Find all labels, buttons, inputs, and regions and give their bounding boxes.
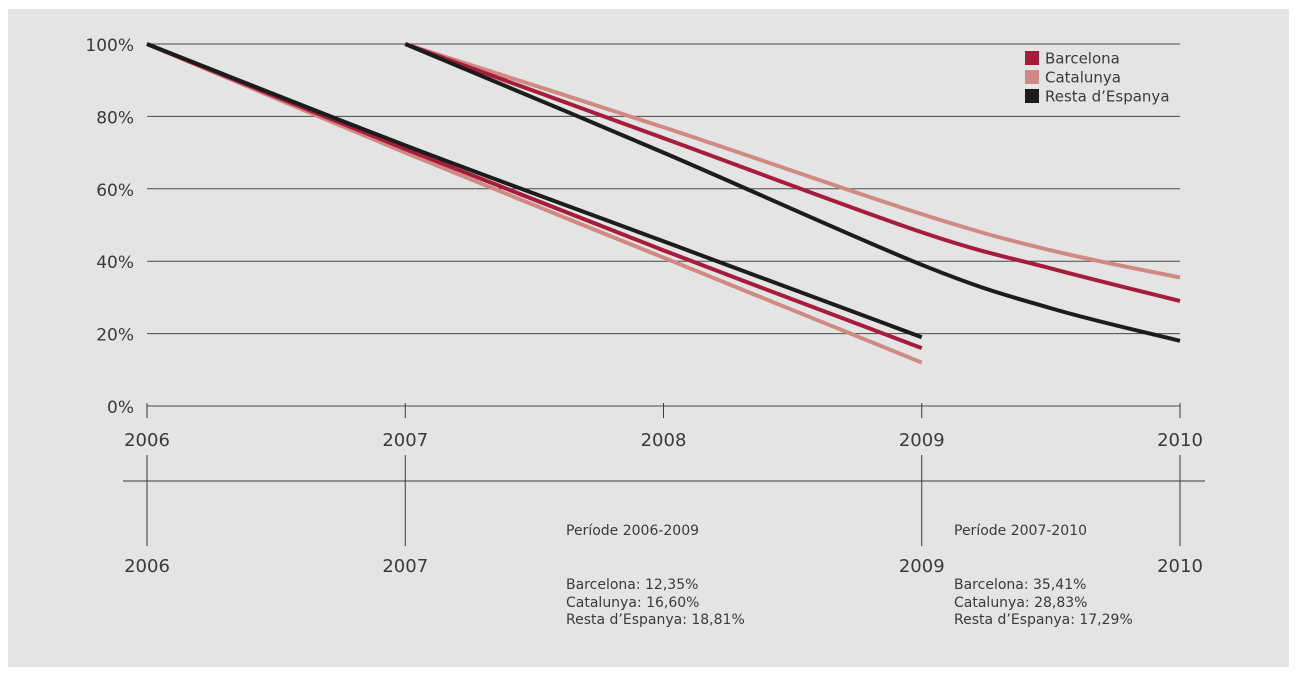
x-tick-label: 2008 [641,430,687,451]
line-chart: 0%20%40%60%80%100% 2006 2007 2008 2009 2010 … [85,36,1205,577]
y-tick-label: 80% [96,108,134,128]
x-tick-label: 2007 [382,430,428,451]
series-line-resta-d-espanya-2007-2010 [404,42,1181,343]
y-tick-label: 40% [96,253,134,273]
period-2006-2009-resta: Resta d’Espanya: 18,81% [566,612,745,628]
period-2006-2009-catalunya: Catalunya: 16,60% [566,594,700,611]
series-line-barcelona-2007-2010 [404,42,1181,303]
y-tick-label: 100% [85,36,134,56]
y-tick-label: 0% [107,398,134,418]
period-2007-2010-title: Període 2007-2010 [954,523,1088,539]
period-2006-2009-barcelona: Barcelona: 12,35% [566,577,699,593]
timeline-label: 2006 [124,556,170,577]
period-2006-2009-results: Barcelona: 12,35% Catalunya: 16,60% Rest… [566,577,745,630]
x-axis: 2006 2007 2008 2009 2010 [124,403,1203,451]
y-axis-ticks: 0% 20% 40% 60% 80% 100% [85,36,134,418]
period-2006-2009-title: Període 2006-2009 [566,523,700,539]
y-tick-label: 20% [96,326,134,346]
legend-swatch [1025,89,1039,103]
legend-label: Resta d’Espanya [1045,88,1170,106]
timeline-label: 2009 [899,556,945,577]
period-2007-2010-catalunya: Catalunya: 28,83% [954,594,1088,611]
x-tick-label: 2006 [124,430,170,451]
series-line-resta-d-espanya-2006-2009 [146,42,923,340]
series-lines [146,42,1181,365]
legend-label: Catalunya [1045,69,1121,87]
x-tick-label: 2009 [899,430,945,451]
legend-swatch [1025,70,1039,84]
period-2007-2010-resta: Resta d’Espanya: 17,29% [954,612,1133,628]
timeline: 2006 2007 2009 2010 [123,455,1205,577]
x-tick-label: 2010 [1157,430,1203,451]
period-2007-2010-results: Barcelona: 35,41% Catalunya: 28,83% Rest… [954,577,1133,630]
timeline-label: 2007 [382,556,428,577]
period-2007-2010-barcelona: Barcelona: 35,41% [954,577,1087,593]
y-tick-label: 60% [96,181,134,201]
timeline-label: 2010 [1157,556,1203,577]
legend-label: Barcelona [1045,50,1120,68]
chart-panel: 0% 20% 40% 60% 80% 100% 2006 2007 2008 2009 2010 … [8,9,1289,667]
legend-swatch [1025,51,1039,65]
series-line-catalunya-2007-2010 [404,42,1181,280]
